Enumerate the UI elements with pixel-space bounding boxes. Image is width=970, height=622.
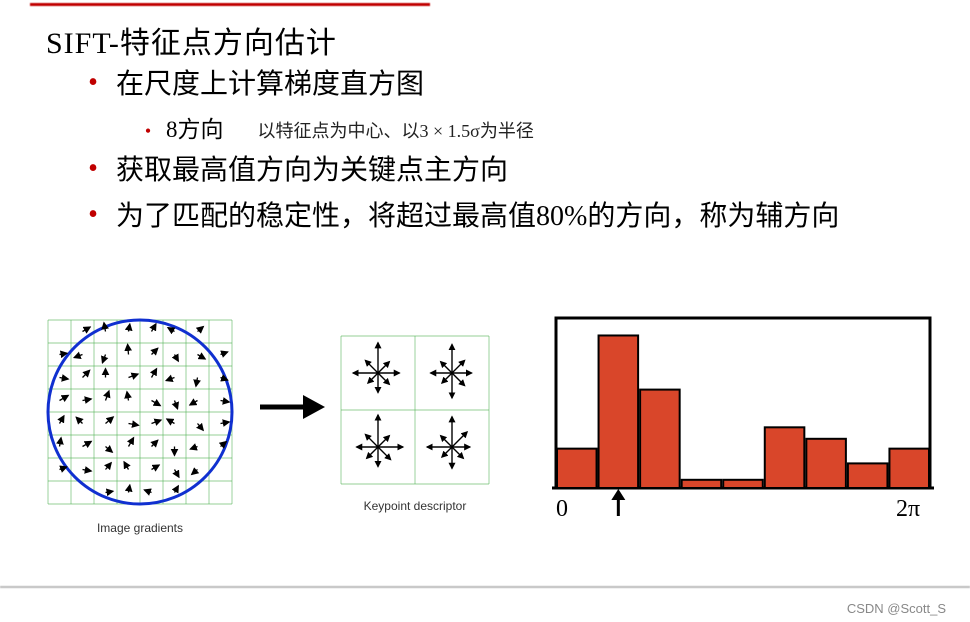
bullet-dot: • bbox=[70, 198, 116, 232]
arrow-icon bbox=[250, 312, 330, 502]
fig1-caption: Image gradients bbox=[30, 521, 250, 535]
bottom-divider bbox=[0, 586, 970, 588]
top-red-line bbox=[30, 3, 430, 6]
keypoint-descriptor-svg bbox=[335, 330, 495, 490]
bullet-3-text: 为了匹配的稳定性，将超过最高值80%的方向，称为辅方向 bbox=[116, 198, 839, 236]
diagram-row: Image gradients Keypoint descriptor 0 2π bbox=[30, 312, 940, 552]
bullet-2-text: 获取最高值方向为关键点主方向 bbox=[116, 152, 508, 190]
bullet-dot: • bbox=[70, 152, 116, 186]
orientation-histogram: 0 2π bbox=[538, 312, 938, 547]
bullet-2: • 获取最高值方向为关键点主方向 bbox=[70, 152, 910, 190]
bullet-1-sub-b: 以特征点为中心、以3 × 1.5σ为半径 bbox=[258, 117, 534, 143]
bullet-dot: • bbox=[130, 121, 166, 142]
svg-text:0: 0 bbox=[556, 496, 568, 522]
bullet-dot: • bbox=[70, 66, 116, 100]
bullet-1-sub-a: 8方向 bbox=[166, 110, 224, 144]
bullet-list: • 在尺度上计算梯度直方图 • 8方向 以特征点为中心、以3 × 1.5σ为半径… bbox=[70, 58, 910, 236]
svg-text:2π: 2π bbox=[896, 496, 920, 522]
bullet-3: • 为了匹配的稳定性，将超过最高值80%的方向，称为辅方向 bbox=[70, 198, 910, 236]
image-gradients-figure: Image gradients bbox=[30, 312, 250, 535]
slide: SIFT-特征点方向估计 • 在尺度上计算梯度直方图 • 8方向 以特征点为中心… bbox=[0, 0, 970, 622]
watermark: CSDN @Scott_S bbox=[847, 601, 946, 616]
fig2-caption: Keypoint descriptor bbox=[330, 499, 500, 513]
orientation-histogram-svg: 0 2π bbox=[538, 312, 938, 542]
keypoint-descriptor-figure: Keypoint descriptor bbox=[330, 312, 500, 513]
slide-title: SIFT-特征点方向估计 bbox=[46, 18, 337, 62]
bullet-1-sub: • 8方向 以特征点为中心、以3 × 1.5σ为半径 bbox=[130, 110, 910, 144]
image-gradients-svg bbox=[40, 312, 240, 512]
bullet-1: • 在尺度上计算梯度直方图 bbox=[70, 66, 910, 104]
bullet-1-text: 在尺度上计算梯度直方图 bbox=[116, 66, 424, 104]
